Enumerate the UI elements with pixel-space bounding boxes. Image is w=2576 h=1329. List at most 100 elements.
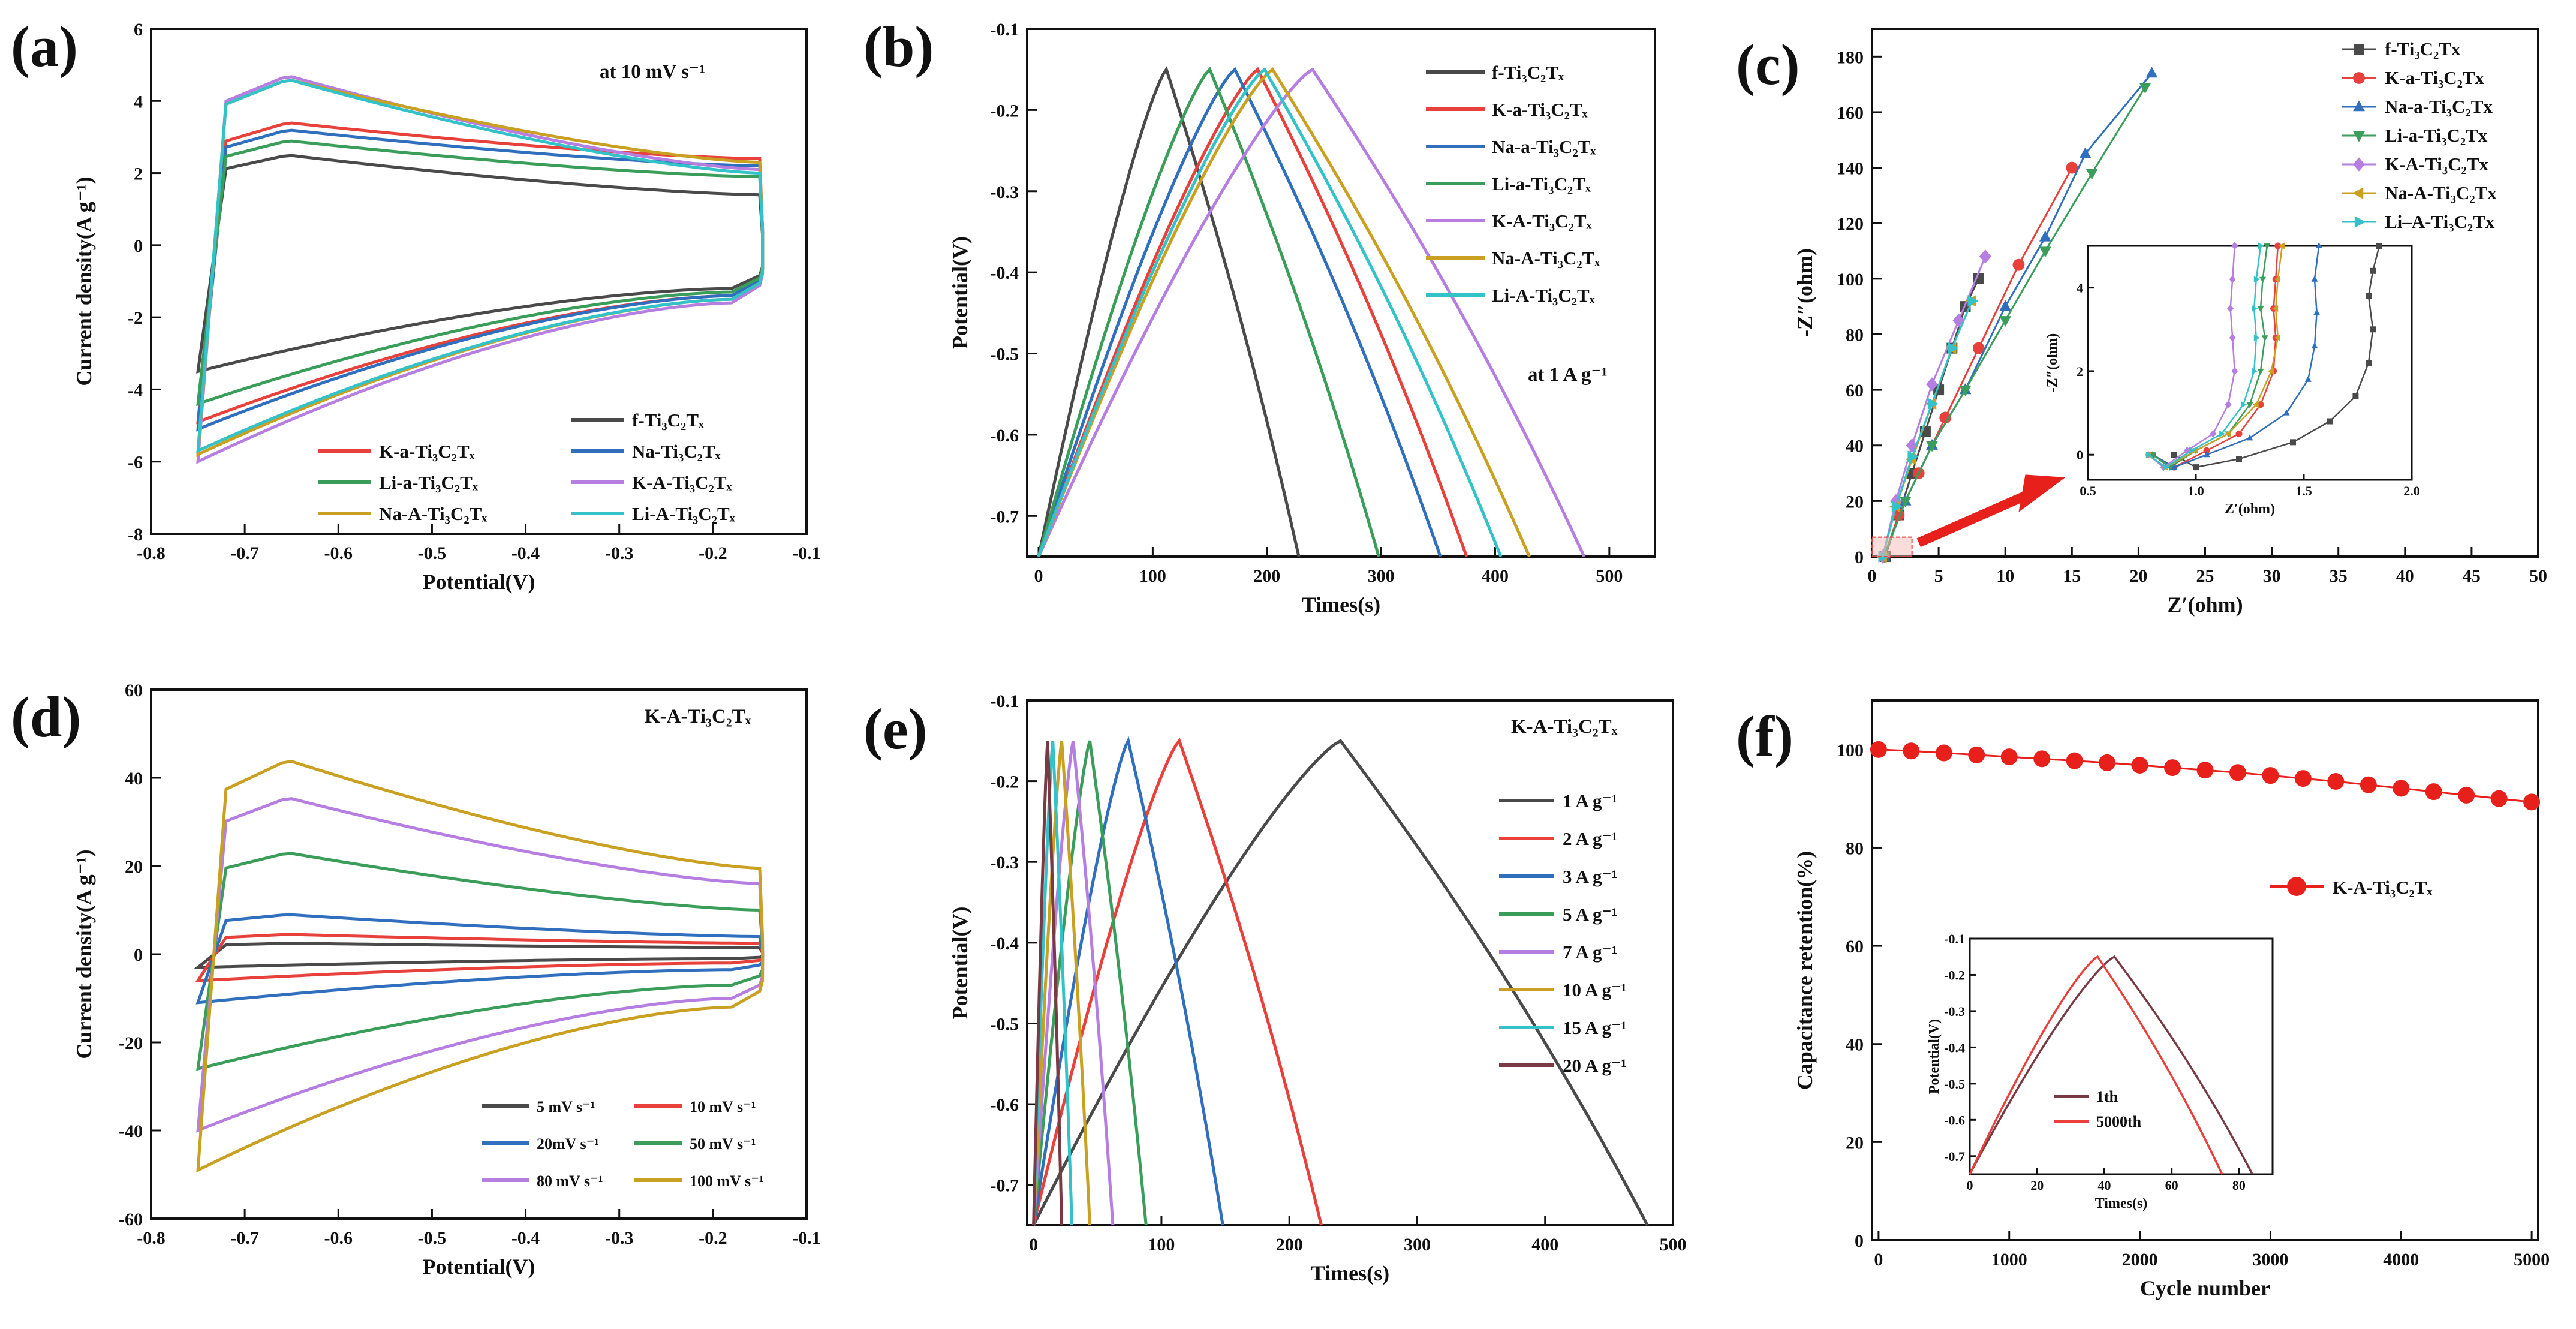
x-tick-label: 15 — [2063, 566, 2081, 586]
data-point — [1952, 313, 1965, 328]
legend-label: K-a-Ti₃C₂Tₓ — [379, 441, 475, 462]
y-tick-label: -0.6 — [991, 1095, 1019, 1115]
legend-label: K-A-Ti₃C₂Tₓ — [2333, 877, 2433, 898]
x-tick-label: 0 — [1034, 566, 1043, 586]
x-tick-label: -0.8 — [137, 1228, 165, 1248]
data-point — [2252, 401, 2259, 408]
panel-label: (e) — [863, 697, 928, 761]
x-tick-label: -0.8 — [137, 543, 165, 563]
x-tick-label: 40 — [2396, 566, 2414, 586]
data-point — [2163, 464, 2169, 471]
y-tick-label: -0.1 — [1944, 931, 1965, 946]
legend-label: f-Ti₃C₂Tₓ — [1492, 62, 1564, 83]
x-tick-label: 0.5 — [2080, 483, 2096, 498]
x-axis-label: Potential(V) — [423, 570, 535, 594]
y-tick-label: 60 — [1846, 381, 1864, 401]
x-tick-label: 0 — [1967, 1178, 1973, 1193]
y-axis-label: Current density(A g⁻¹) — [72, 849, 96, 1059]
data-point — [2353, 131, 2365, 142]
x-tick-label: 1.5 — [2295, 483, 2312, 498]
y-tick-label: -20 — [119, 1033, 143, 1053]
y-tick-label: -8 — [128, 525, 143, 545]
series-line — [1037, 65, 1301, 557]
series-line — [2152, 245, 2279, 468]
data-point — [1891, 500, 1903, 513]
y-tick-label: 2 — [2077, 364, 2083, 379]
data-point — [2225, 430, 2231, 437]
data-point — [2327, 773, 2345, 790]
data-point — [1903, 742, 1920, 760]
x-tick-label: -0.2 — [699, 543, 727, 563]
data-point — [2294, 770, 2312, 787]
series-line — [2152, 245, 2268, 468]
y-tick-label: 40 — [1846, 1035, 1864, 1055]
y-tick-label: 20 — [1846, 492, 1864, 512]
data-point — [1906, 438, 1918, 453]
x-tick-label: -0.6 — [324, 543, 353, 563]
data-point — [2193, 464, 2199, 471]
inset-background — [2088, 246, 2412, 480]
x-tick-label: 100 — [1139, 566, 1166, 586]
data-point — [2012, 258, 2025, 271]
data-point — [2261, 335, 2268, 342]
data-point — [2353, 72, 2365, 84]
legend-label: K-A-Ti₃C₂Tx — [2385, 154, 2489, 175]
y-tick-label: 0 — [134, 236, 143, 256]
x-tick-label: 2000 — [2122, 1250, 2158, 1270]
legend-label: f-Ti₃C₂Tₓ — [632, 410, 704, 431]
data-point — [2264, 243, 2271, 249]
data-point — [2366, 293, 2372, 299]
x-tick-label: -0.2 — [699, 1228, 727, 1248]
y-tick-label: -0.7 — [1944, 1149, 1965, 1164]
chart-panel-d: (d) -0.8 -0.7 -0.6 -0.5 -0.4 -0.3 -0.2 -0.1 -60 -4… — [11, 681, 821, 1279]
y-tick-label: 20 — [1846, 1133, 1864, 1153]
legend-label: K-a-Ti₃C₂Tₓ — [1492, 99, 1588, 120]
chart-panel-e: (e) 0 100 200 300 400 500 -0.7 -0.6 -0.5 -0.4 -0.3 -… — [863, 691, 1687, 1285]
data-point — [2258, 242, 2264, 249]
x-axis-label: Potential(V) — [423, 1255, 535, 1279]
legend-label: f-Ti₃C₂Tx — [2385, 38, 2461, 59]
y-tick-label: -0.7 — [991, 1176, 1019, 1196]
legend-label: 50 mV s⁻¹ — [690, 1135, 756, 1153]
panel-label: (f) — [1736, 704, 1793, 768]
y-tick-label: 40 — [125, 769, 143, 789]
y-tick-label: 80 — [1846, 325, 1864, 345]
legend-label: 5000th — [2096, 1113, 2142, 1130]
data-point — [2192, 447, 2198, 454]
legend-marker — [2287, 877, 2306, 896]
legend-label: 2 A g⁻¹ — [1563, 828, 1617, 849]
series-line — [1037, 67, 1468, 557]
data-point — [1999, 300, 2012, 311]
series-line — [2152, 245, 2320, 468]
data-point — [2311, 342, 2318, 349]
y-tick-label: 120 — [1837, 214, 1864, 234]
y-axis-label: -Z″(ohm) — [1793, 248, 1817, 337]
data-point — [2203, 451, 2210, 458]
series-line — [1032, 741, 1074, 1226]
series-line — [196, 79, 765, 453]
y-tick-label: -6 — [128, 453, 143, 473]
legend-label: Li–A-Ti₃C₂Tx — [2385, 211, 2495, 232]
annotation-text: at 1 A g⁻¹ — [1528, 364, 1608, 386]
x-axis-label: Times(s) — [1302, 593, 1380, 617]
zoom-arrow-head — [2018, 474, 2066, 512]
data-point — [2262, 767, 2279, 784]
panel-label: (c) — [1736, 32, 1800, 97]
series-line — [1969, 955, 2253, 1175]
x-tick-label: 200 — [1276, 1235, 1303, 1255]
data-point — [2304, 375, 2312, 382]
series-line — [1037, 67, 1531, 558]
data-point — [2327, 418, 2333, 425]
data-point — [2370, 267, 2376, 274]
x-tick-label: 4000 — [2383, 1250, 2419, 1270]
y-tick-label: 60 — [1846, 937, 1864, 957]
x-tick-label: 80 — [2232, 1178, 2246, 1193]
legend-label: K-A-Ti₃C₂Tₓ — [632, 472, 732, 493]
series-line — [1032, 738, 1323, 1226]
data-point — [2066, 161, 2078, 174]
y-tick-label: -0.1 — [991, 20, 1019, 40]
data-point — [1948, 342, 1959, 354]
y-tick-label: -0.7 — [991, 507, 1019, 527]
x-tick-label: 0 — [1868, 566, 1877, 586]
